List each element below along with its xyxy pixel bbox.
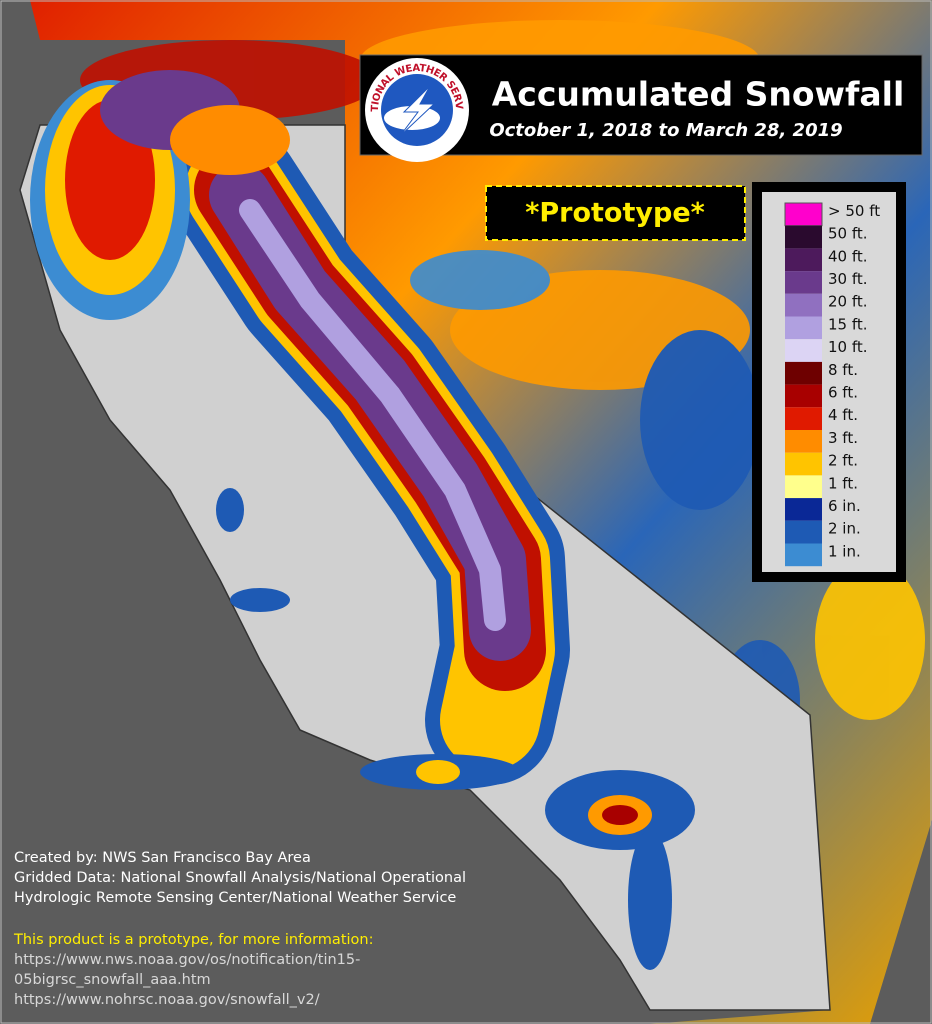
legend-swatch [785,407,822,430]
legend-box [762,192,896,572]
credits: Created by: NWS San Francisco Bay Area Gr… [13,850,466,1008]
legend-label: 50 ft. [828,225,868,243]
legend-swatch [785,452,822,476]
legend-label: 1 in. [828,542,861,560]
logo-bolt [399,85,436,137]
legend-label: 2 in. [828,520,861,538]
legend-label: 15 ft. [828,315,868,333]
credit-line: Created by: NWS San Francisco Bay Area [14,850,311,866]
neighbor-land [30,0,932,1024]
legend-label: 6 ft. [828,383,858,401]
north-snow [30,70,290,320]
legend-swatch [785,430,822,453]
badge-box [485,185,746,241]
legend-swatch [785,225,822,249]
legend-label: 4 ft. [828,406,858,424]
legend-swatch [785,293,822,317]
legend: > 50 ft 50 ft. 40 ft. 30 ft. 20 ft. 15 ft. 10 … [784,202,880,567]
credit-line: Gridded Data: National Snowfall Analysis… [14,870,466,886]
legend-label: 1 ft. [828,474,858,492]
legend-swatch [784,202,823,227]
legend-label: 20 ft. [828,293,868,311]
legend-swatch [785,316,822,340]
legend-swatch [785,271,822,294]
legend-label: > 50 ft [828,202,880,220]
sierra-snow [170,125,570,785]
legend-label: 2 ft. [828,452,858,470]
legend-swatch [785,520,822,544]
legend-swatch [785,475,822,499]
legend-swatch [785,498,822,521]
legend-label: 3 ft. [828,429,858,447]
legend-label: 6 in. [828,497,861,515]
info-link: https://www.nws.noaa.gov/os/notification… [14,952,360,968]
legend-swatch [785,361,822,385]
legend-swatch [785,339,822,362]
info-link: 05bigrsc_snowfall_aaa.htm [14,972,211,988]
legend-label: 30 ft. [828,270,868,288]
south-snow [216,488,695,970]
legend-label: 10 ft. [828,338,868,356]
legend-swatch [785,384,822,408]
legend-swatch [785,248,822,272]
badge: *Prototype* [525,198,705,229]
legend-label: 40 ft. [828,247,868,265]
info-link: https://www.nohrsc.noaa.gov/snowfall_v2/ [14,992,320,1008]
prototype-note: This product is a prototype, for more in… [13,932,373,948]
title: Accumulated Snowfall [492,75,905,114]
legend-label: 8 ft. [828,361,858,379]
legend-swatch [785,543,822,567]
credit-line: Hydrologic Remote Sensing Center/Nationa… [14,890,456,906]
subtitle: October 1, 2018 to March 28, 2019 [489,120,842,141]
